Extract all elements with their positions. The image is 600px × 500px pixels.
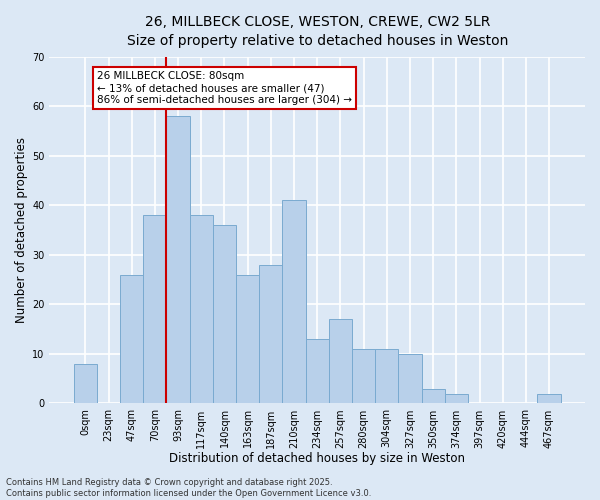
- Bar: [445, 394, 468, 404]
- Text: 26 MILLBECK CLOSE: 80sqm
← 13% of detached houses are smaller (47)
86% of semi-d: 26 MILLBECK CLOSE: 80sqm ← 13% of detach…: [97, 72, 352, 104]
- Bar: [305, 339, 329, 404]
- Bar: [259, 264, 283, 404]
- Bar: [190, 215, 213, 404]
- X-axis label: Distribution of detached houses by size in Weston: Distribution of detached houses by size …: [169, 452, 465, 465]
- Bar: [422, 388, 445, 404]
- Text: Contains HM Land Registry data © Crown copyright and database right 2025.
Contai: Contains HM Land Registry data © Crown c…: [6, 478, 371, 498]
- Bar: [538, 394, 560, 404]
- Bar: [143, 215, 166, 404]
- Bar: [329, 319, 352, 404]
- Y-axis label: Number of detached properties: Number of detached properties: [15, 137, 28, 323]
- Bar: [352, 349, 375, 404]
- Bar: [166, 116, 190, 404]
- Bar: [213, 225, 236, 404]
- Title: 26, MILLBECK CLOSE, WESTON, CREWE, CW2 5LR
Size of property relative to detached: 26, MILLBECK CLOSE, WESTON, CREWE, CW2 5…: [127, 15, 508, 48]
- Bar: [283, 200, 305, 404]
- Bar: [398, 354, 422, 404]
- Bar: [74, 364, 97, 404]
- Bar: [375, 349, 398, 404]
- Bar: [120, 274, 143, 404]
- Bar: [236, 274, 259, 404]
